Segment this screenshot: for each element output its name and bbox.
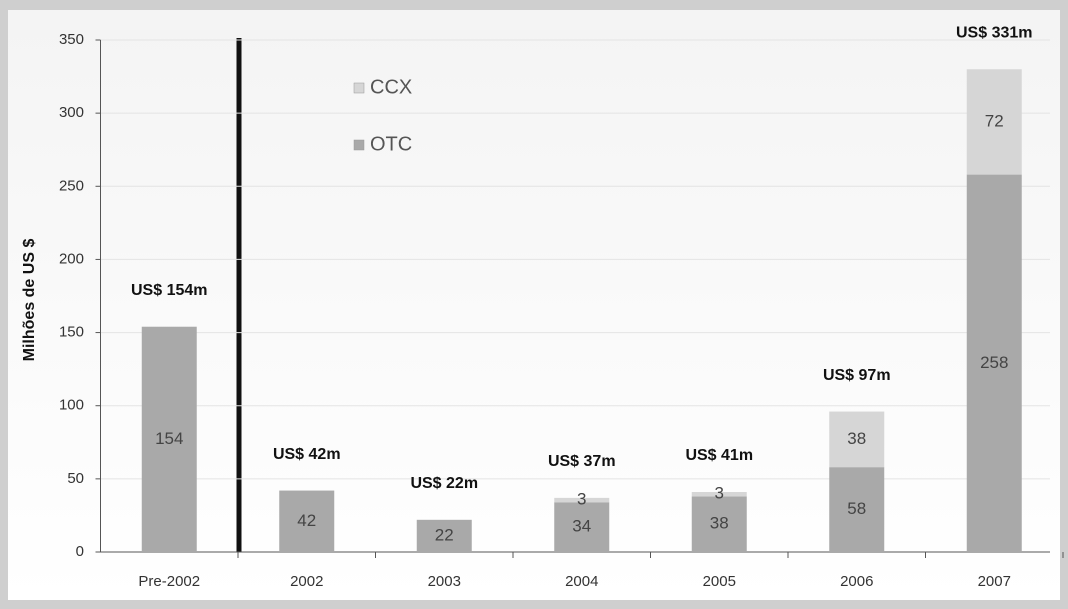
- legend-swatch: [353, 139, 365, 151]
- bar-segment: [966, 69, 1022, 175]
- total-label: US$ 37m: [548, 453, 616, 470]
- total-label: US$ 154m: [131, 282, 208, 299]
- value-label: 38: [710, 514, 729, 533]
- value-label: 258: [980, 353, 1008, 372]
- y-tick-label: 100: [59, 397, 84, 414]
- total-label: US$ 97m: [823, 367, 891, 384]
- x-tick-label: 2006: [840, 573, 873, 590]
- total-label: US$ 22m: [410, 475, 478, 492]
- y-tick-label: 0: [76, 543, 84, 560]
- value-label: 58: [847, 499, 866, 518]
- bar-segment: [416, 519, 472, 552]
- bar-segment: [829, 467, 885, 552]
- value-label: 3: [715, 484, 724, 503]
- legend-swatch: [353, 82, 365, 94]
- bar-segment: [554, 502, 610, 552]
- value-label: 42: [297, 511, 316, 530]
- value-label: 34: [572, 517, 591, 536]
- total-label: US$ 42m: [273, 446, 341, 463]
- bar-segment: [279, 490, 335, 552]
- x-tick-label: 2005: [703, 573, 736, 590]
- y-axis-label: Milhões de US $: [21, 239, 38, 362]
- y-tick-label: 200: [59, 250, 84, 267]
- value-label: 72: [985, 111, 1004, 130]
- y-tick-label: 150: [59, 324, 84, 341]
- x-tick-label: Pre-2002: [138, 573, 200, 590]
- legend-label: CCX: [370, 76, 412, 98]
- x-tick-label: 2003: [428, 573, 461, 590]
- bar-segment: [554, 497, 610, 503]
- value-label: 154: [155, 429, 183, 448]
- bar-segment: [966, 174, 1022, 552]
- legend-label: OTC: [370, 133, 412, 155]
- x-tick-label: 2004: [565, 573, 598, 590]
- bar-segment: [141, 326, 197, 552]
- value-label: 38: [847, 429, 866, 448]
- bar-segment: [691, 492, 747, 497]
- value-label: 3: [577, 490, 586, 509]
- y-tick-label: 350: [59, 31, 84, 48]
- bar-segment: [691, 496, 747, 552]
- x-tick-label: 2002: [290, 573, 323, 590]
- total-label: US$ 331m: [956, 24, 1033, 41]
- y-tick-label: 250: [59, 177, 84, 194]
- value-label: 22: [435, 525, 454, 544]
- total-label: US$ 41m: [685, 447, 753, 464]
- x-tick-label: 2007: [978, 573, 1011, 590]
- y-tick-label: 50: [67, 470, 84, 487]
- bar-segment: [829, 411, 885, 468]
- y-tick-label: 300: [59, 104, 84, 121]
